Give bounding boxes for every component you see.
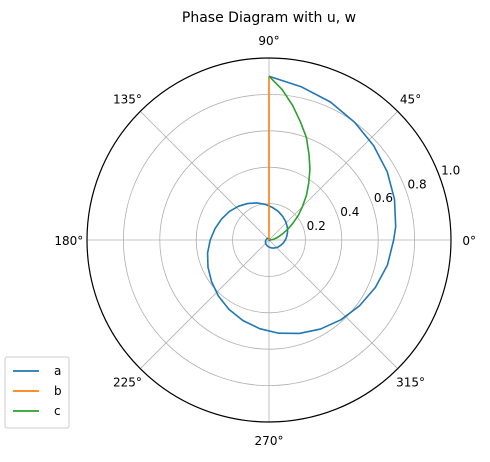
legend-label-b: b: [54, 384, 62, 398]
series-line-a: [206, 75, 397, 335]
r-tick-label: 0.8: [408, 177, 427, 191]
polar-frame: [86, 57, 452, 423]
theta-tick-label: 0°: [462, 234, 476, 248]
theta-tick-labels: 0° 45° 90° 135° 180° 225° 270° 315°: [54, 34, 476, 448]
theta-tick-label: 45°: [400, 92, 421, 106]
legend-label-a: a: [54, 364, 61, 378]
r-tick-label: 0.4: [340, 205, 359, 219]
r-tick-label: 1.0: [441, 163, 460, 177]
theta-tick-label: 270°: [255, 434, 284, 448]
r-tick-label: 0.2: [307, 219, 326, 233]
theta-grid-line: [268, 239, 398, 369]
theta-tick-label: 90°: [258, 34, 279, 48]
legend-label-c: c: [54, 404, 61, 418]
r-tick-labels: 0.2 0.4 0.6 0.8 1.0: [307, 163, 461, 233]
theta-tick-label: 225°: [113, 376, 142, 390]
theta-grid-line: [268, 111, 398, 241]
theta-tick-label: 135°: [113, 92, 142, 106]
legend: abc: [4, 356, 70, 429]
chart-title: Phase Diagram with u, w: [182, 10, 356, 26]
theta-grid-line: [140, 239, 270, 369]
r-tick-label: 0.6: [374, 191, 393, 205]
theta-grid-line: [140, 111, 270, 241]
series-line-c: [268, 75, 311, 241]
series-layer: [206, 75, 397, 335]
theta-tick-label: 180°: [54, 234, 83, 248]
theta-tick-label: 315°: [396, 376, 425, 390]
